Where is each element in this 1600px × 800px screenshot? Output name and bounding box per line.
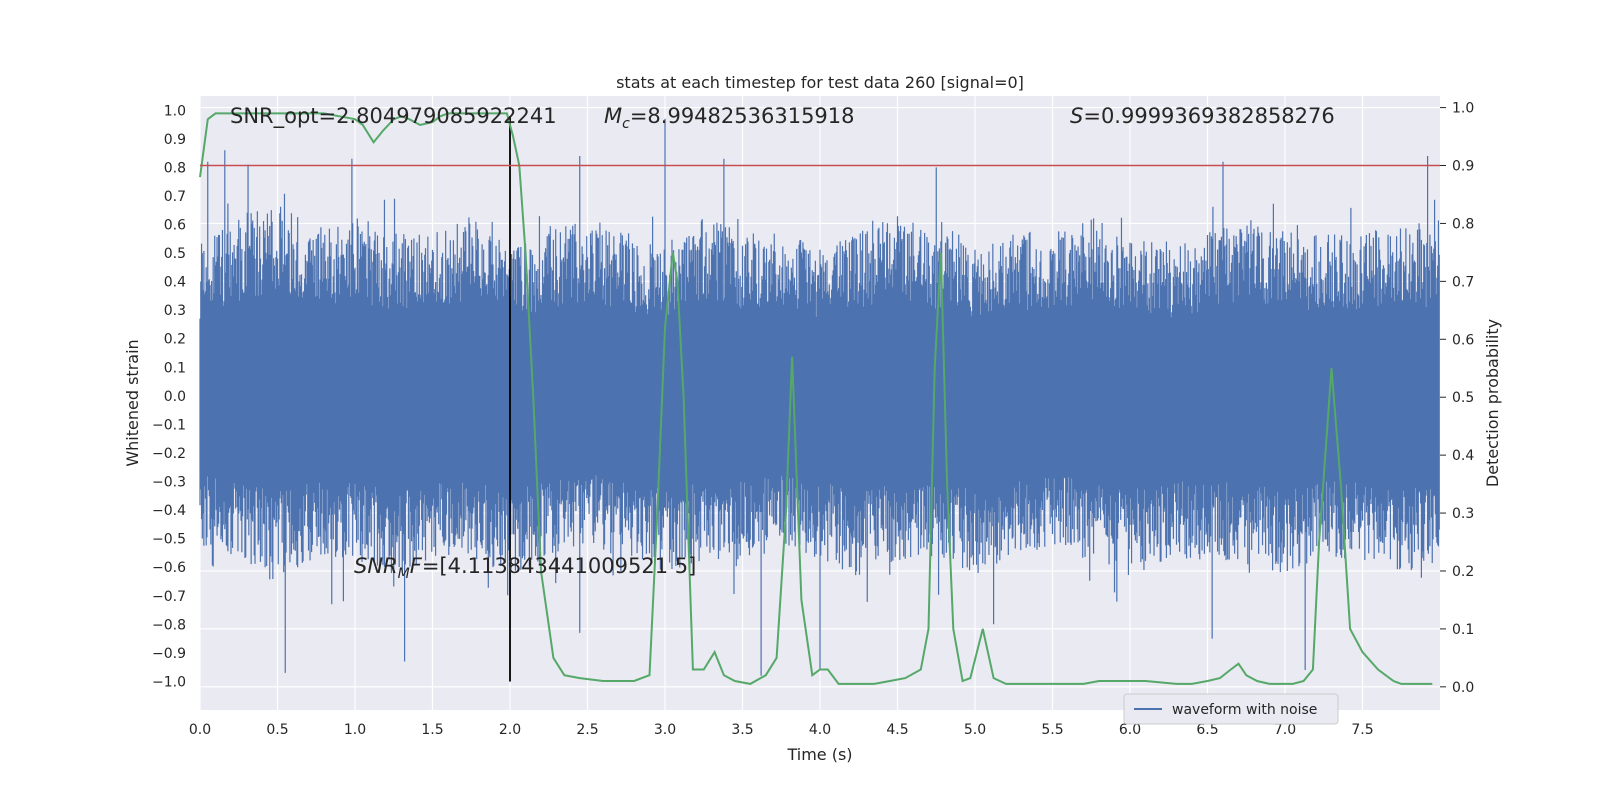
chart-title: stats at each timestep for test data 260… xyxy=(616,73,1024,92)
annotation-s: S=0.9999369382858276 xyxy=(1070,104,1335,128)
y-left-tick-label: 0.6 xyxy=(164,218,186,234)
legend-label: waveform with noise xyxy=(1172,702,1317,718)
y-right-tick-label: 0.2 xyxy=(1452,564,1474,580)
legend: waveform with noise xyxy=(1123,693,1339,725)
x-tick-label: 0.0 xyxy=(189,722,211,738)
y-left-tick-label: 0.9 xyxy=(164,132,186,148)
y-left-tick-label: 0.5 xyxy=(164,246,186,262)
y-left-tick-label: −0.8 xyxy=(152,617,186,633)
y-left-tick-label: −0.7 xyxy=(152,589,186,605)
y-right-tick-label: 0.7 xyxy=(1452,274,1474,290)
y-left-tick-label: −0.1 xyxy=(152,417,186,433)
y-left-tick-label: −0.4 xyxy=(152,503,186,519)
y-right-tick-label: 0.0 xyxy=(1452,680,1474,696)
x-tick-label: 4.5 xyxy=(886,722,908,738)
x-tick-label: 7.0 xyxy=(1274,722,1296,738)
x-axis-label: Time (s) xyxy=(786,745,852,764)
y-right-tick-label: 1.0 xyxy=(1452,101,1474,117)
y-right-tick-label: 0.9 xyxy=(1452,159,1474,175)
y-left-tick-label: 0.2 xyxy=(164,332,186,348)
x-tick-label: 6.5 xyxy=(1196,722,1218,738)
annotation-snr-mf: SNRMF=[4.113843441009521 5] xyxy=(354,554,696,582)
y-left-tick-label: 0.4 xyxy=(164,275,186,291)
x-tick-label: 2.5 xyxy=(576,722,598,738)
y-left-tick-label: 0.1 xyxy=(164,360,186,376)
y-left-tick-label: 0.0 xyxy=(164,389,186,405)
y-axis-label-left: Whitened strain xyxy=(123,339,142,466)
x-tick-label: 3.0 xyxy=(654,722,676,738)
y-ticks-right: 1.0 0.9 0.8 0.7 0.6 0.5 0.4 0.3 0.2 0.1 0.0 xyxy=(1440,101,1474,696)
waveform-path xyxy=(199,118,1440,676)
x-tick-label: 3.5 xyxy=(731,722,753,738)
detection-probability-line xyxy=(199,112,1433,685)
y-left-tick-label: −0.2 xyxy=(152,446,186,462)
y-left-tick-label: 1.0 xyxy=(164,103,186,119)
y-left-tick-label: 0.3 xyxy=(164,303,186,319)
y-left-tick-label: 0.7 xyxy=(164,189,186,205)
y-right-tick-label: 0.6 xyxy=(1452,332,1474,348)
y-left-tick-label: −0.6 xyxy=(152,560,186,576)
y-right-tick-label: 0.8 xyxy=(1452,216,1474,232)
x-tick-label: 0.5 xyxy=(266,722,288,738)
legend-box xyxy=(1123,693,1339,725)
x-tick-label: 5.0 xyxy=(964,722,986,738)
y-left-tick-label: −1.0 xyxy=(152,674,186,690)
y-left-tick-label: −0.5 xyxy=(152,532,186,548)
annotation-snr-opt: SNR_opt=2.804979085922241 xyxy=(230,104,557,129)
y-right-tick-label: 0.5 xyxy=(1452,390,1474,406)
x-tick-label: 5.5 xyxy=(1041,722,1063,738)
y-ticks-left: 1.0 0.9 0.8 0.7 0.6 0.5 0.4 0.3 0.2 0.1 0.0 −0.1 −0.… xyxy=(152,103,186,690)
waveform-series xyxy=(199,118,1440,676)
annotation-mc: Mc=8.99482536315918 xyxy=(604,104,855,132)
y-left-tick-label: −0.3 xyxy=(152,475,186,491)
y-left-tick-label: 0.8 xyxy=(164,160,186,176)
y-right-tick-label: 0.1 xyxy=(1452,622,1474,638)
y-left-tick-label: −0.9 xyxy=(152,646,186,662)
x-ticks: 0.0 0.5 1.0 1.5 2.0 2.5 3.0 3.5 4.0 4.5 5.0 5.5 6.0 6… xyxy=(189,722,1374,738)
y-right-tick-label: 0.4 xyxy=(1452,448,1474,464)
x-tick-label: 7.5 xyxy=(1351,722,1373,738)
y-right-tick-label: 0.3 xyxy=(1452,506,1474,522)
x-tick-label: 1.0 xyxy=(344,722,366,738)
x-tick-label: 6.0 xyxy=(1119,722,1141,738)
x-tick-label: 2.0 xyxy=(499,722,521,738)
x-tick-label: 4.0 xyxy=(809,722,831,738)
y-axis-label-right: Detection probability xyxy=(1483,319,1502,487)
x-tick-label: 1.5 xyxy=(421,722,443,738)
